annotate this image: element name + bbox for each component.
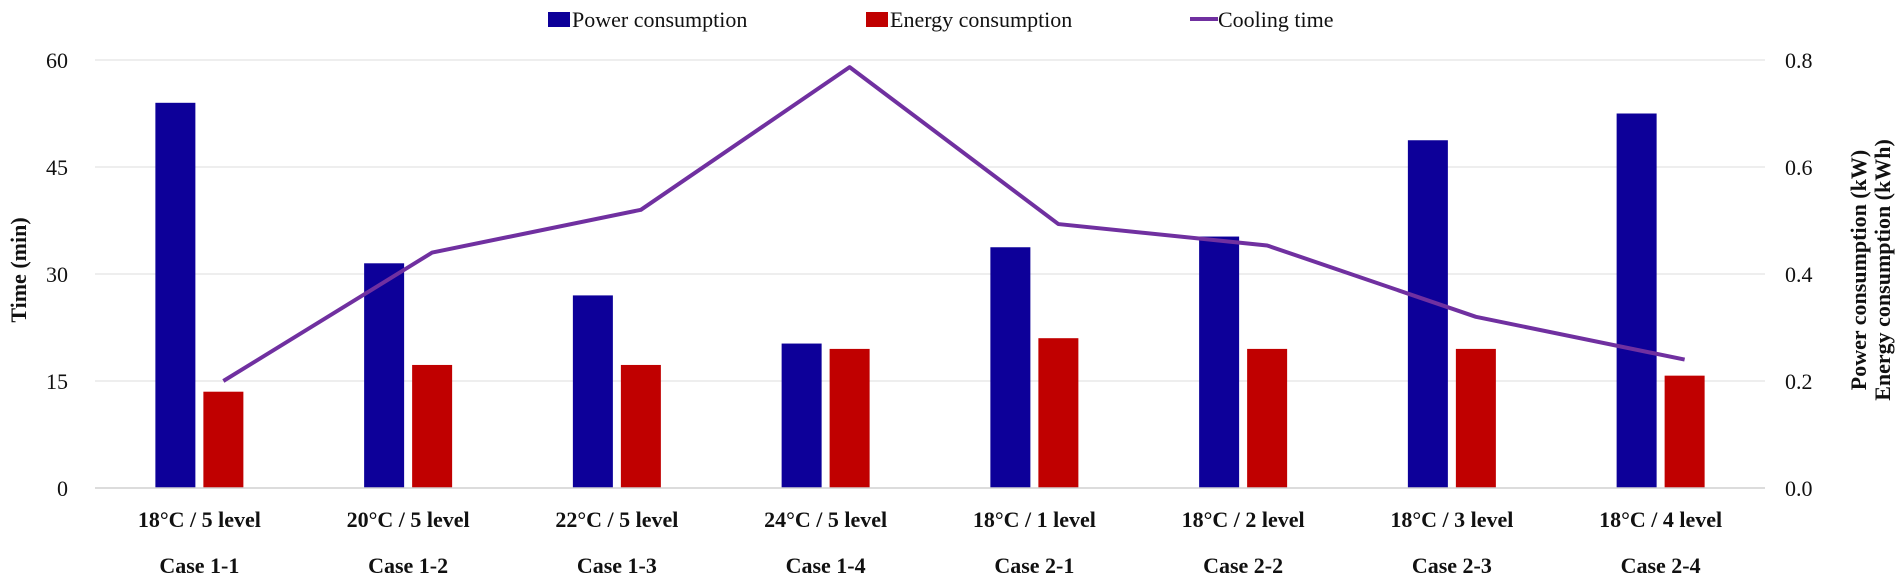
bar-series [155, 102, 1705, 489]
energy-bar [1247, 348, 1288, 488]
case-label: Case 1-4 [786, 553, 866, 578]
energy-bar [1038, 338, 1079, 488]
category-label: 18°C / 2 level [1182, 507, 1305, 532]
power-bar [364, 263, 405, 488]
category-label: 22°C / 5 level [555, 507, 678, 532]
right-tick-label: 0.0 [1785, 476, 1813, 501]
legend-energy-swatch [866, 12, 888, 27]
cooling-time-line [222, 65, 1686, 383]
case-label: Case 2-4 [1621, 553, 1701, 578]
category-label: 18°C / 5 level [138, 507, 261, 532]
case-label: Case 2-2 [1203, 553, 1283, 578]
right-axis-title-line1: Power consumption (kW) [1846, 150, 1871, 390]
left-tick-label: 45 [46, 155, 68, 180]
right-tick-label: 0.4 [1785, 262, 1813, 287]
legend-power-swatch [548, 12, 570, 27]
category-labels: 18°C / 5 level Case 1-1 20°C / 5 level Case… [138, 507, 1722, 578]
power-bar [1616, 113, 1657, 488]
right-tick-label: 0.2 [1785, 369, 1813, 394]
legend-energy-label: Energy consumption [890, 7, 1072, 32]
energy-bar [620, 364, 661, 488]
right-axis-title-line2: Energy consumption (kWh) [1870, 139, 1895, 401]
right-axis-ticks: 0.0 0.2 0.4 0.6 0.8 [1785, 48, 1813, 501]
power-bar [155, 102, 196, 489]
power-bar [781, 343, 822, 488]
energy-bar [829, 348, 870, 488]
case-label: Case 1-2 [368, 553, 448, 578]
power-bar [572, 295, 613, 488]
case-label: Case 2-1 [994, 553, 1074, 578]
left-tick-label: 30 [46, 262, 68, 287]
left-axis-title: Time (min) [6, 217, 31, 322]
case-label: Case 2-3 [1412, 553, 1492, 578]
case-label: Case 1-1 [159, 553, 239, 578]
category-label: 20°C / 5 level [347, 507, 470, 532]
energy-bar [1664, 375, 1705, 488]
legend-power-label: Power consumption [572, 7, 747, 32]
power-bar [1407, 140, 1448, 488]
category-label: 18°C / 3 level [1390, 507, 1513, 532]
energy-bar [203, 391, 244, 488]
energy-bar [1455, 348, 1496, 488]
legend: Power consumption Energy consumption Coo… [548, 7, 1334, 32]
energy-bar [412, 364, 453, 488]
left-axis-ticks: 0 15 30 45 60 [46, 48, 68, 501]
power-bar [1199, 236, 1240, 488]
left-tick-label: 15 [46, 369, 68, 394]
case-label: Case 1-3 [577, 553, 657, 578]
left-tick-label: 60 [46, 48, 68, 73]
gridlines [95, 59, 1765, 382]
power-bar [990, 247, 1031, 488]
legend-cooling-label: Cooling time [1218, 7, 1334, 32]
category-label: 18°C / 4 level [1599, 507, 1722, 532]
right-tick-label: 0.6 [1785, 155, 1813, 180]
cooling-time-series [222, 65, 1686, 383]
left-tick-label: 0 [57, 476, 68, 501]
category-label: 24°C / 5 level [764, 507, 887, 532]
category-label: 18°C / 1 level [973, 507, 1096, 532]
right-tick-label: 0.8 [1785, 48, 1813, 73]
